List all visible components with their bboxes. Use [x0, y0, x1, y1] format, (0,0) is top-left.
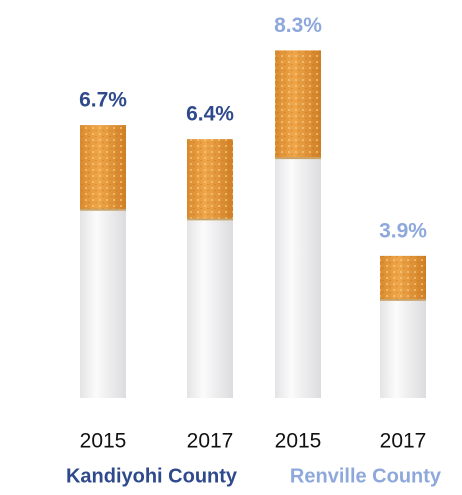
value-label: 6.7% [79, 89, 127, 112]
x-tick-label: 2017 [380, 430, 427, 453]
filter-texture [275, 50, 321, 159]
group-label: Kandiyohi County [66, 465, 238, 487]
cigarette-bar [80, 125, 126, 399]
x-tick-label: 2017 [187, 430, 234, 453]
x-tick-label: 2015 [80, 430, 127, 453]
value-label: 8.3% [274, 14, 322, 37]
x-tick-label: 2015 [275, 430, 322, 453]
group-label: Renville County [290, 465, 442, 487]
cigarette-bar [380, 255, 426, 398]
cigarette-bar [275, 50, 321, 398]
filter-texture [80, 125, 126, 210]
cigarette-bar [187, 139, 233, 398]
value-label: 3.9% [379, 219, 427, 242]
value-label: 6.4% [186, 103, 234, 126]
filter-texture [380, 255, 426, 300]
filter-texture [187, 139, 233, 220]
